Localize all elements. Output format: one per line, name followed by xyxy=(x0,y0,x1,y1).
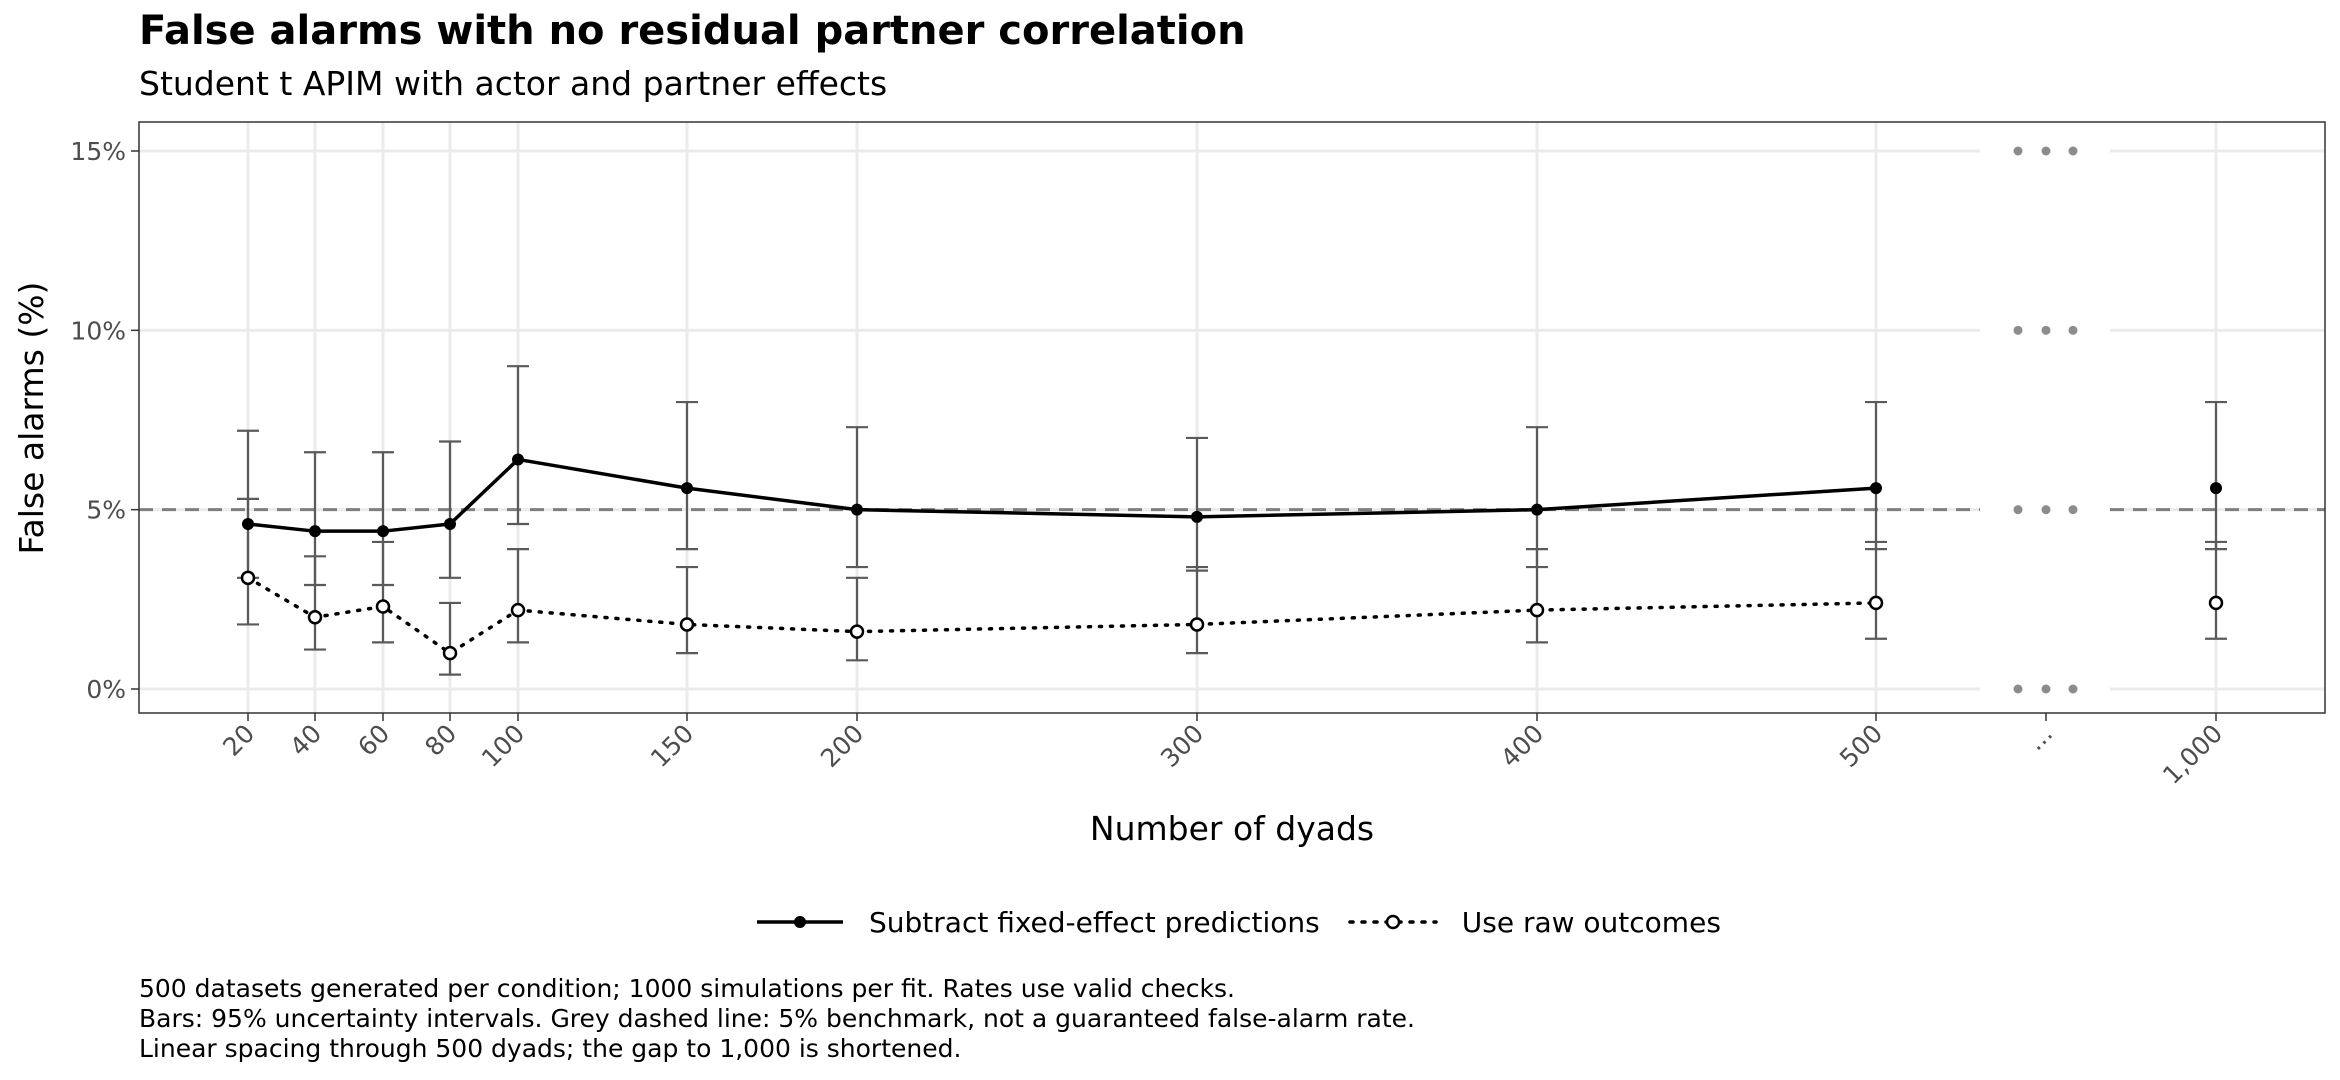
data-point-open xyxy=(1868,595,1884,611)
axis-break-dot xyxy=(2068,505,2078,515)
axis-break-layer xyxy=(2013,146,2078,694)
series-line-1 xyxy=(246,576,1878,655)
data-point-open xyxy=(2208,595,2224,611)
legend-label-raw: Use raw outcomes xyxy=(1461,905,1721,939)
point-layer xyxy=(240,453,2224,661)
data-point-open xyxy=(849,624,865,639)
axis-break-dot xyxy=(2041,146,2051,156)
caption-line-2: Bars: 95% uncertainty intervals. Grey da… xyxy=(139,1004,1415,1033)
series-line-0 xyxy=(247,457,1877,533)
legend-key-subtract xyxy=(757,916,843,928)
data-point-open xyxy=(307,610,323,625)
axis-break-dot xyxy=(2013,146,2023,156)
data-point-open xyxy=(1529,602,1545,618)
y-tick-label: 0% xyxy=(86,675,126,704)
y-tick-label: 10% xyxy=(70,316,126,345)
x-tick-label: 20 xyxy=(217,719,260,762)
axis-layer: 0% 5% 10% 15% 20 40 60 80 100 150 200 300 400 500... 1… xyxy=(70,137,2228,790)
data-point-open xyxy=(510,602,526,618)
line-layer xyxy=(246,457,1878,655)
y-tick-label: 5% xyxy=(86,496,126,525)
axis-break-dot xyxy=(2013,325,2023,335)
x-tick-label: ... xyxy=(2021,719,2058,756)
axis-break-dot xyxy=(2041,325,2051,335)
data-point-filled xyxy=(1870,482,1882,495)
data-point-open xyxy=(240,570,256,586)
data-point-open xyxy=(442,645,458,661)
data-point-filled xyxy=(681,482,693,495)
data-point-open xyxy=(1189,617,1205,632)
x-tick-label: 200 xyxy=(815,719,869,773)
axis-break-dot xyxy=(2068,684,2078,694)
data-point-filled xyxy=(2210,482,2222,495)
legend-label-subtract: Subtract fixed-effect predictions xyxy=(869,905,1320,939)
x-tick-label: 40 xyxy=(284,719,327,762)
x-tick-label: 150 xyxy=(645,719,699,773)
errorbar-layer xyxy=(237,365,2227,676)
axis-break-dot xyxy=(2068,146,2078,156)
data-point-open xyxy=(679,617,695,632)
legend-key-raw xyxy=(1348,914,1438,930)
legend: Subtract fixed-effect predictions Use ra… xyxy=(755,902,1749,942)
x-tick-label: 80 xyxy=(419,719,462,762)
caption: 500 datasets generated per condition; 10… xyxy=(139,974,1415,1064)
data-point-filled xyxy=(512,453,524,466)
x-tick-label: 500 xyxy=(1834,719,1888,773)
axis-break-dot xyxy=(2041,684,2051,694)
caption-line-1: 500 datasets generated per condition; 10… xyxy=(139,974,1235,1003)
data-point-filled xyxy=(377,525,389,538)
chart-title: False alarms with no residual partner co… xyxy=(139,8,1246,54)
axis-break-dot xyxy=(2041,505,2051,515)
data-point-filled xyxy=(242,518,254,531)
data-point-open xyxy=(375,599,391,614)
caption-line-3: Linear spacing through 500 dyads; the ga… xyxy=(139,1034,962,1063)
y-axis-title: False alarms (%) xyxy=(12,282,51,555)
x-axis-title: Number of dyads xyxy=(1090,809,1374,848)
x-tick-label: 300 xyxy=(1155,719,1209,773)
data-point-filled xyxy=(851,503,863,516)
x-tick-label: 1,000 xyxy=(2157,719,2228,790)
x-tick-label: 60 xyxy=(352,719,395,762)
panel-border xyxy=(138,121,2326,714)
data-point-filled xyxy=(444,518,456,531)
axis-break-dot xyxy=(2013,505,2023,515)
axis-break-dot xyxy=(2013,684,2023,694)
chart-subtitle: Student t APIM with actor and partner ef… xyxy=(139,64,888,103)
axis-break-dot xyxy=(2068,325,2078,335)
data-point-filled xyxy=(1531,503,1543,516)
x-tick-label: 100 xyxy=(476,719,530,773)
x-tick-label: 400 xyxy=(1495,719,1549,773)
data-point-filled xyxy=(309,525,321,538)
data-point-filled xyxy=(1191,510,1203,523)
y-tick-label: 15% xyxy=(70,137,126,166)
